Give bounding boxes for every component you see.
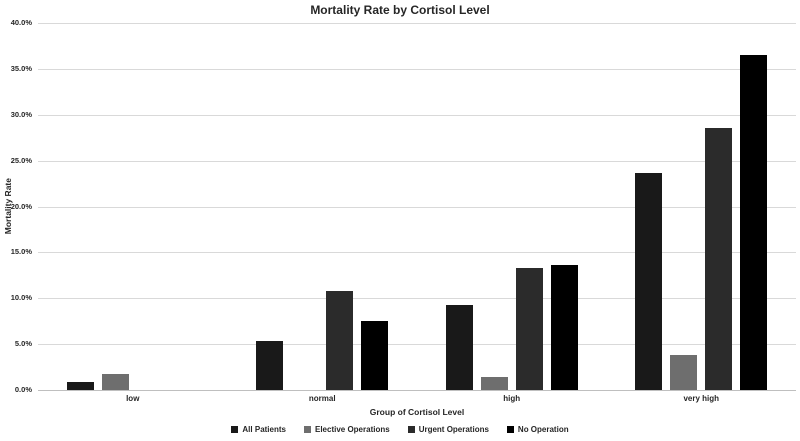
legend-label: All Patients	[242, 425, 286, 434]
legend-label: Urgent Operations	[418, 425, 489, 434]
y-tick-label: 0.0%	[14, 385, 32, 394]
gridline-15	[38, 252, 796, 254]
bar-group-high	[417, 23, 607, 390]
bar-urgent-operations-normal	[326, 290, 354, 390]
bar-no-operation-high	[550, 265, 578, 390]
bar-group-normal	[228, 23, 418, 390]
gridline-25	[38, 160, 796, 162]
bar-all-patients-low	[66, 381, 94, 390]
y-tick-label: 25.0%	[10, 155, 32, 165]
plot-area	[38, 23, 796, 391]
bar-elective-operations-low	[101, 373, 129, 390]
bar-group-very-high	[607, 23, 797, 390]
bar-groups	[38, 23, 796, 390]
legend-item-urgent-operations: Urgent Operations	[407, 425, 489, 434]
y-tick-label: 40.0%	[10, 18, 32, 27]
y-tick-label: 20.0%	[10, 201, 32, 211]
bar-group-low	[38, 23, 228, 390]
gridline-10	[38, 298, 796, 300]
gridline-30	[38, 114, 796, 116]
bar-elective-operations-high	[480, 377, 508, 390]
y-axis-ticks: 0.0% 5.0% 10.0% 15.0% 20.0% 25.0% 30.0% 35.0% 40…	[0, 18, 32, 394]
y-tick-label: 5.0%	[14, 339, 32, 349]
legend-label: Elective Operations	[314, 425, 390, 434]
gridline-5	[38, 344, 796, 346]
legend-swatch-icon	[231, 426, 239, 433]
legend-label: No Operation	[517, 425, 569, 434]
y-tick-label: 15.0%	[10, 247, 32, 257]
gridline-35	[38, 68, 796, 70]
chart-title: Mortality Rate by Cortisol Level	[310, 3, 490, 17]
x-tick-label-low: low	[126, 394, 140, 403]
bar-urgent-operations-high	[515, 267, 543, 390]
bar-all-patients-normal	[256, 341, 284, 390]
legend-item-all-patients: All Patients	[231, 425, 286, 434]
bar-urgent-operations-very-high	[705, 127, 733, 390]
legend-swatch-icon	[506, 426, 514, 433]
legend-swatch-icon	[407, 426, 415, 433]
bar-all-patients-very-high	[635, 172, 663, 390]
bar-elective-operations-very-high	[670, 355, 698, 390]
bar-no-operation-very-high	[740, 55, 768, 390]
legend-item-no-operation: No Operation	[506, 425, 569, 434]
x-axis-title: Group of Cortisol Level	[369, 407, 465, 417]
legend-swatch-icon	[303, 426, 311, 433]
legend-item-elective-operations: Elective Operations	[303, 425, 390, 434]
bar-no-operation-normal	[361, 321, 389, 390]
gridline-20	[38, 206, 796, 208]
y-tick-label: 35.0%	[10, 63, 32, 73]
bar-all-patients-high	[445, 304, 473, 390]
x-axis-labels: low normal high very high	[38, 394, 796, 403]
legend: All Patients Elective Operations Urgent Op…	[0, 425, 800, 434]
y-tick-label: 10.0%	[10, 293, 32, 303]
x-tick-label-normal: normal	[308, 394, 336, 403]
gridline-40	[38, 23, 796, 24]
y-tick-label: 30.0%	[10, 109, 32, 119]
x-tick-label-high: high	[503, 394, 521, 403]
x-tick-label-very-high: very high	[683, 394, 720, 403]
